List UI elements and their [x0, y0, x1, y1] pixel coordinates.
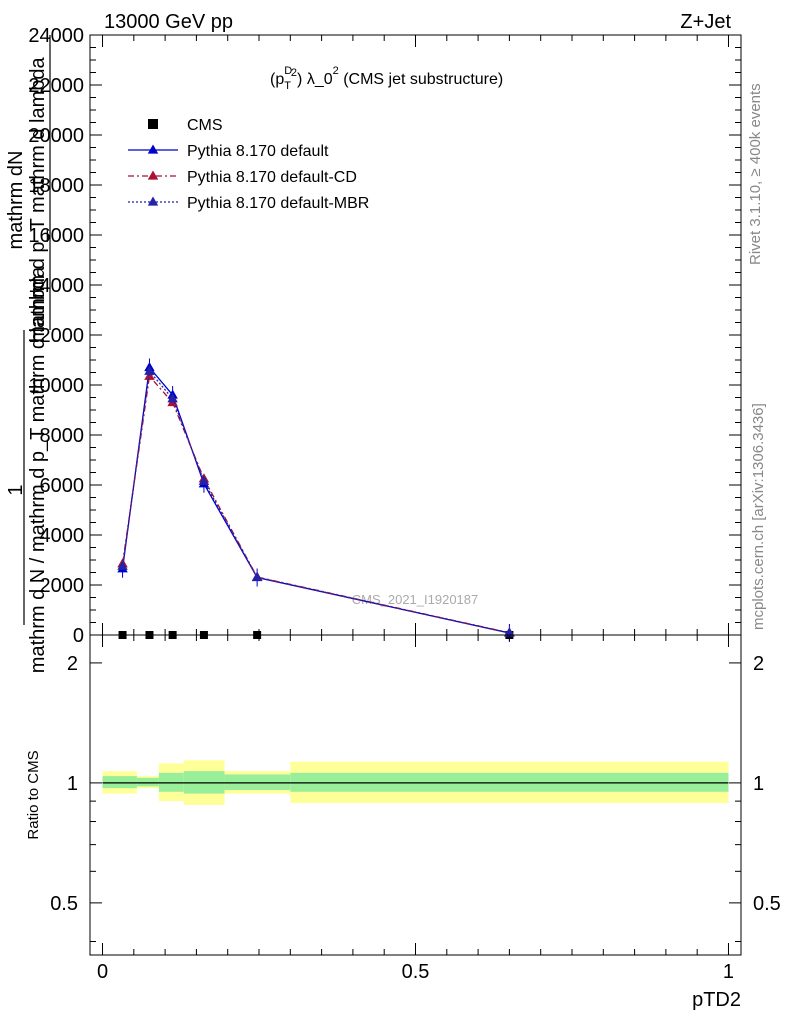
data-point	[198, 475, 210, 485]
y-tick-label: 6000	[40, 475, 85, 497]
data-point	[251, 571, 263, 581]
data-point	[144, 365, 155, 375]
ratio-y-axis: 0.5 0.5 1 1 2 2	[50, 653, 781, 943]
y-label-denominator: mathrm d N / mathrm d p_T mathrm d lambd…	[27, 266, 49, 673]
y-tick-label: 22000	[28, 75, 84, 97]
y-label-one: 1	[5, 484, 27, 495]
legend-marker	[147, 196, 159, 206]
y-tick-label: 4000	[40, 525, 85, 547]
x-tick-label: 1	[723, 961, 734, 983]
ratio-y-tick-label-right: 2	[753, 653, 764, 675]
rivet-version-label: Rivet 3.1.10, ≥ 400k events	[747, 83, 764, 265]
legend-label: CMS	[187, 117, 223, 134]
y-label-numerator-dn: mathrm dN	[5, 151, 27, 250]
ratio-y-axis-label: Ratio to CMS	[25, 750, 42, 839]
legend-entry: Pythia 8.170 default	[128, 143, 329, 160]
y-tick-label: 24000	[28, 25, 84, 47]
main-y-axis-label: mathrm dN mathrm d p_T mathrm d lambda 1…	[5, 35, 51, 673]
y-tick-label: 18000	[28, 175, 84, 197]
ratio-y-tick-label: 0.5	[50, 893, 78, 915]
x-axis-label: pTD2	[692, 989, 741, 1011]
main-y-axis: 0 2000 4000 6000 8000 10000 12000 14000 16000 180…	[28, 25, 741, 647]
ratio-inner-band	[224, 774, 291, 790]
y-label-numerator-dptdl: mathrm d p_T mathrm d lambda	[27, 56, 49, 342]
y-tick-label: 14000	[28, 275, 84, 297]
ratio-inner-band	[290, 772, 729, 792]
y-tick-label: 16000	[28, 225, 84, 247]
legend-marker	[147, 144, 159, 154]
ratio-y-tick-label-right: 1	[753, 773, 764, 795]
ratio-y-tick-label: 1	[67, 773, 78, 795]
legend-label: Pythia 8.170 default	[187, 143, 329, 160]
legend: CMS Pythia 8.170 default Pythia 8.170 defa…	[128, 117, 369, 212]
header-right-title: Z+Jet	[680, 11, 731, 33]
y-tick-label: 0	[73, 625, 84, 647]
legend-label: Pythia 8.170 default-MBR	[187, 195, 369, 212]
data-point	[167, 393, 178, 403]
legend-marker	[148, 119, 158, 129]
y-tick-label: 2000	[40, 575, 85, 597]
legend-label: Pythia 8.170 default-CD	[187, 169, 357, 186]
main-x-axis	[102, 35, 729, 635]
x-tick-label: 0	[97, 961, 108, 983]
y-tick-label: 12000	[28, 325, 84, 347]
data-point	[504, 627, 515, 637]
legend-entry: CMS	[148, 117, 223, 134]
legend-entry: Pythia 8.170 default-CD	[128, 169, 357, 186]
mcplots-label: mcplots.cern.ch [arXiv:1306.3436]	[750, 403, 767, 630]
y-tick-label: 20000	[28, 125, 84, 147]
legend-entry: Pythia 8.170 default-MBR	[128, 195, 369, 212]
ratio-inner-band	[102, 776, 137, 789]
series-line	[121, 369, 510, 634]
y-tick-label: 8000	[40, 425, 85, 447]
ratio-inner-band	[136, 777, 159, 787]
ratio-y-tick-label-right: 0.5	[753, 893, 781, 915]
series-3	[117, 365, 515, 637]
ratio-y-tick-label: 2	[67, 653, 78, 675]
analysis-watermark: CMS_2021_I1920187	[352, 592, 479, 607]
ratio-x-axis: 0 0.5 1	[97, 635, 734, 983]
plot-title: (pD T2) λ_02 (CMS jet substructure)	[270, 65, 503, 92]
x-tick-label: 0.5	[402, 961, 430, 983]
ratio-inner-band	[158, 772, 184, 792]
data-point	[117, 560, 128, 570]
legend-marker	[147, 170, 159, 180]
ratio-bands	[102, 760, 729, 806]
y-tick-label: 10000	[28, 375, 84, 397]
header-left-title: 13000 GeV pp	[104, 11, 233, 33]
